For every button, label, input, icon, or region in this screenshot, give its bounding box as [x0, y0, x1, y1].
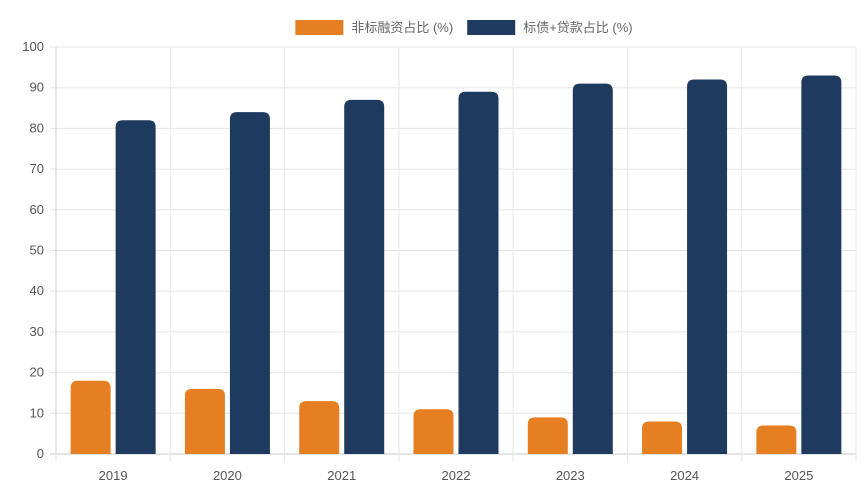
y-tick-label: 30: [30, 324, 44, 339]
y-tick-label: 90: [30, 80, 44, 95]
bars: [70, 75, 842, 455]
bar-bond-loan-2022[interactable]: [458, 91, 499, 455]
y-tick-label: 80: [30, 120, 44, 135]
y-tick-label: 60: [30, 202, 44, 217]
bar-nonstandard-2021[interactable]: [299, 401, 340, 454]
bar-bond-loan-2023[interactable]: [572, 83, 613, 454]
bar-bond-loan-2019[interactable]: [115, 120, 156, 454]
legend-label[interactable]: 非标融资占比 (%): [351, 20, 453, 35]
bar-nonstandard-2022[interactable]: [413, 409, 454, 454]
x-tick-label: 2024: [670, 468, 699, 483]
x-tick-label: 2025: [784, 468, 813, 483]
bar-nonstandard-2019[interactable]: [70, 380, 111, 454]
bar-bond-loan-2024[interactable]: [687, 79, 728, 454]
legend: 非标融资占比 (%) 标债+贷款占比 (%): [295, 20, 633, 35]
y-tick-label: 70: [30, 161, 44, 176]
x-tick-label: 2020: [213, 468, 242, 483]
y-tick-label: 0: [37, 446, 44, 461]
x-tick-label: 2021: [327, 468, 356, 483]
bar-bond-loan-2020[interactable]: [229, 112, 270, 455]
x-tick-label: 2023: [556, 468, 585, 483]
legend-swatch-bond-loan[interactable]: [467, 20, 516, 35]
bar-nonstandard-2020[interactable]: [184, 388, 225, 454]
bar-nonstandard-2024[interactable]: [642, 421, 683, 454]
bar-bond-loan-2025[interactable]: [801, 75, 842, 455]
y-tick-label: 40: [30, 283, 44, 298]
legend-label[interactable]: 标债+贷款占比 (%): [523, 20, 632, 35]
legend-swatch-nonstandard[interactable]: [295, 20, 344, 35]
y-tick-label: 50: [30, 243, 44, 258]
x-tick-label: 2019: [99, 468, 128, 483]
y-tick-label: 100: [22, 39, 44, 54]
y-tick-label: 10: [30, 405, 44, 420]
axis-labels: 0 10 20 30 40 50 60 70 80 90 100 2019 2020 2021 2022 20…: [22, 39, 813, 483]
grid-lines: [50, 46, 857, 462]
bar-nonstandard-2023[interactable]: [527, 417, 568, 454]
bar-bond-loan-2021[interactable]: [344, 99, 385, 454]
x-tick-label: 2022: [442, 468, 471, 483]
bar-nonstandard-2025[interactable]: [756, 425, 797, 454]
y-tick-label: 20: [30, 365, 44, 380]
